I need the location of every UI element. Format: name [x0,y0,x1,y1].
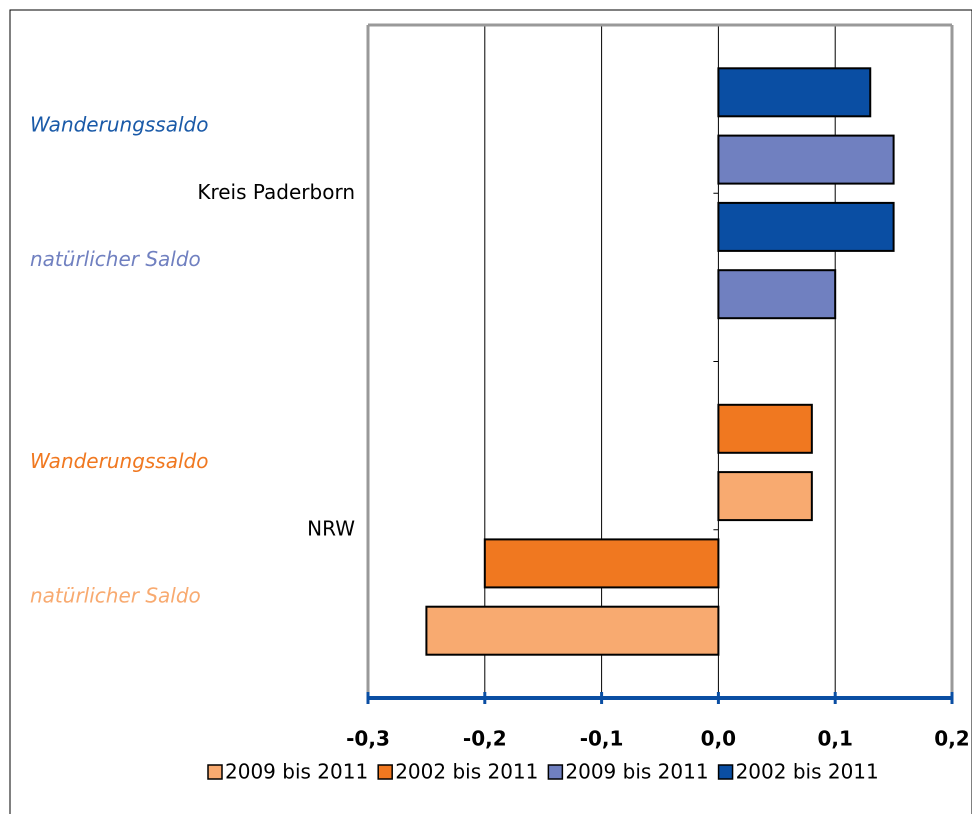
legend-swatch [377,764,393,780]
group-label: Kreis Paderborn [197,180,355,204]
category-label: Wanderungssaldo [30,449,208,473]
x-tick-label: 0,0 [701,727,736,751]
bar [425,605,720,656]
category-label: natürlicher Saldo [30,247,201,271]
legend-swatch [547,764,564,780]
bar [717,403,813,454]
group-label: NRW [307,516,355,540]
x-tick-label: 0,2 [934,727,969,751]
legend-label: 2009 bis 2011 [565,760,708,784]
x-tick-label: 0,1 [817,727,852,751]
legend-label: 2002 bis 2011 [736,760,879,784]
bar [483,538,720,589]
legend-label: 2009 bis 2011 [225,760,368,784]
bar [717,269,837,320]
legend-swatch [717,764,734,780]
bar [717,471,813,522]
x-tick-label: -0,2 [463,727,507,751]
bar [717,134,895,185]
x-tick-label: -0,3 [346,727,390,751]
legend-swatch [207,764,223,780]
legend-label: 2002 bis 2011 [395,760,538,784]
bar [717,67,872,118]
category-label: Wanderungssaldo [30,112,208,136]
bar [717,201,895,252]
x-tick-label: -0,1 [580,727,624,751]
frame [9,9,972,814]
category-label: natürlicher Saldo [30,584,201,608]
